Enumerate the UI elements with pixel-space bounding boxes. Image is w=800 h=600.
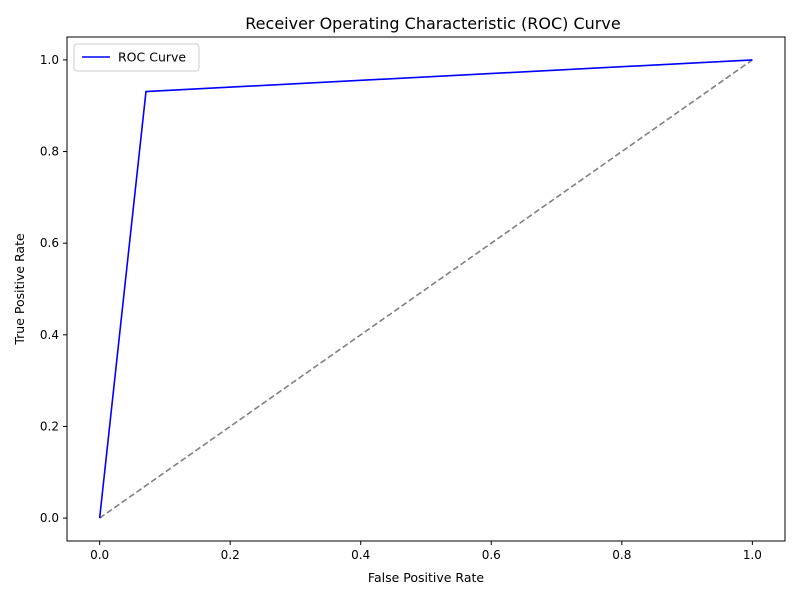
legend: ROC Curve: [73, 43, 200, 72]
x-tick-label: 0.4: [351, 548, 370, 562]
y-tick-label: 0.8: [40, 145, 59, 159]
x-axis-label: False Positive Rate: [368, 570, 484, 585]
x-tick-label: 0.6: [482, 548, 501, 562]
x-tick-label: 1.0: [743, 548, 762, 562]
chart-title: Receiver Operating Characteristic (ROC) …: [245, 14, 620, 33]
y-axis-label: True Positive Rate: [12, 233, 27, 346]
y-tick-label: 0.0: [40, 511, 59, 525]
y-tick-label: 0.2: [40, 419, 59, 433]
legend-label-roc-curve: ROC Curve: [118, 50, 186, 65]
y-tick-label: 0.4: [40, 328, 59, 342]
series-line-roc-curve: [98, 59, 753, 519]
plot-frame: [66, 36, 786, 542]
legend-box: [73, 43, 200, 72]
x-tick-label: 0.8: [612, 548, 631, 562]
x-tick-label: 0.0: [90, 548, 109, 562]
y-tick-label: 1.0: [40, 53, 59, 67]
x-tick-label: 0.2: [221, 548, 240, 562]
series-line-random-baseline: [99, 59, 753, 519]
y-tick-label: 0.6: [40, 236, 59, 250]
